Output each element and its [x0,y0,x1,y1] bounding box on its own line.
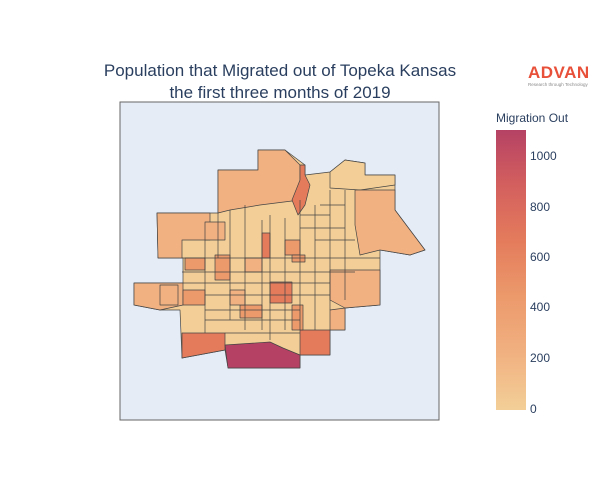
logo-word: ADVAN [528,63,590,82]
advan-logo: ADVAN Research through Technology [528,63,590,88]
region-central-11 [204,221,226,241]
tract-lines [182,190,380,340]
region-central-4 [269,281,293,304]
title-line-1: Population that Migrated out of Topeka K… [103,61,457,80]
region-central-10 [291,304,304,331]
colorbar-tick-600: 600 [530,250,551,264]
region-central-5 [184,257,206,271]
region-north-spike [291,164,311,216]
region-central-13 [229,289,246,306]
colorbar-tick-800: 800 [530,200,551,214]
logo-tagline: Research through Technology [528,82,588,87]
chart-title: Population that Migrated out of Topeka K… [60,60,500,104]
region-sw-orange [181,332,226,359]
region-central-6 [214,254,231,281]
colorbar-title: Migration Out [496,111,569,125]
title-line-2: the first three months of 2019 [169,83,391,102]
region-central-12 [244,257,263,273]
region-se-right [329,307,346,331]
region-nw [156,212,211,259]
region-central-8 [182,289,206,306]
region-central-3 [291,254,306,263]
colorbar-tick-0: 0 [530,402,537,416]
region-east [354,189,426,256]
region-central-7 [239,304,263,319]
colorbar [496,130,526,410]
region-central-2 [284,239,301,256]
map-regions [133,149,426,369]
colorbar-tick-400: 400 [530,300,551,314]
region-se-orange [299,329,331,356]
colorbar-tick-1000: 1000 [530,149,557,163]
region-central-1 [261,232,271,259]
region-ne [329,159,396,191]
colorbar-tick-200: 200 [530,351,551,365]
region-central-9 [159,284,179,306]
region-ese [329,269,381,309]
